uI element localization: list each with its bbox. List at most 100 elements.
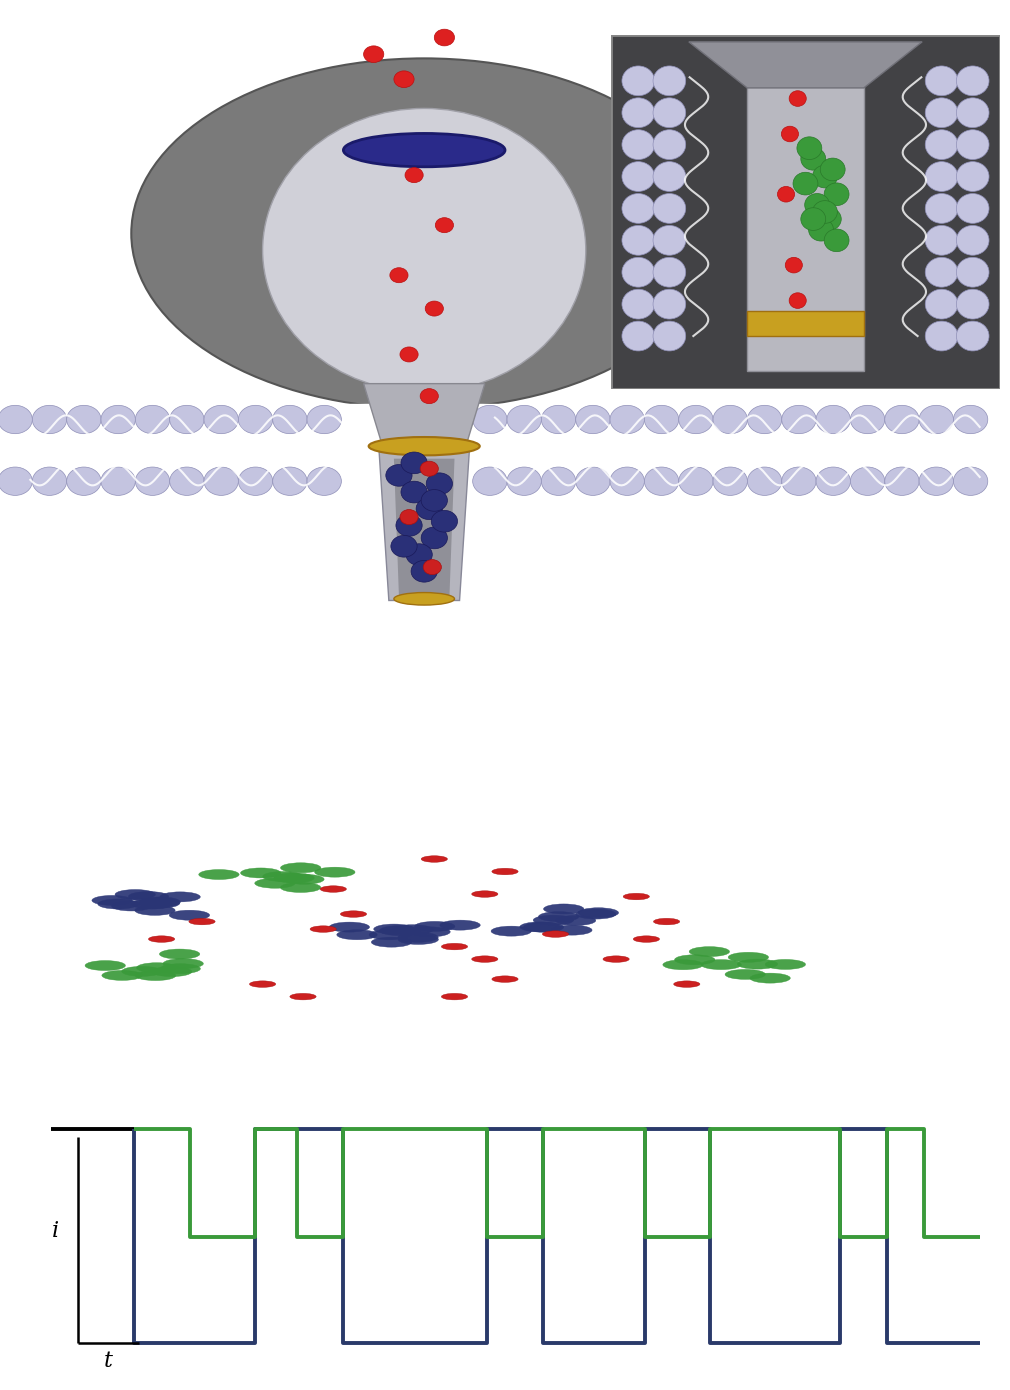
Circle shape [925,65,957,96]
Circle shape [679,467,713,495]
Circle shape [793,172,818,195]
Circle shape [170,406,204,434]
Circle shape [644,406,679,434]
Circle shape [140,897,181,906]
Circle shape [925,321,957,350]
Circle shape [541,406,576,434]
Circle shape [956,289,989,320]
Circle shape [956,257,989,288]
Circle shape [782,126,799,142]
Circle shape [824,229,849,252]
Circle shape [610,406,644,434]
Circle shape [885,467,919,495]
Circle shape [369,930,409,940]
Polygon shape [364,384,485,450]
Circle shape [542,931,569,937]
Circle shape [398,934,438,944]
Circle shape [653,919,680,924]
Ellipse shape [343,133,505,167]
Circle shape [441,944,468,949]
Circle shape [32,467,67,495]
Circle shape [925,193,957,224]
Circle shape [92,895,132,905]
Circle shape [610,467,644,495]
Circle shape [816,467,850,495]
Polygon shape [689,42,922,88]
Circle shape [426,473,452,495]
Circle shape [805,193,829,217]
Circle shape [374,924,414,934]
Circle shape [801,147,826,170]
Circle shape [400,510,418,524]
Circle shape [674,981,700,987]
Circle shape [925,289,957,320]
Circle shape [541,467,576,495]
Circle shape [0,406,32,434]
Circle shape [170,910,210,920]
Circle shape [307,406,341,434]
Circle shape [747,406,782,434]
Circle shape [170,467,204,495]
Circle shape [411,560,437,582]
Circle shape [491,926,531,935]
Circle shape [128,891,169,902]
Circle shape [820,158,845,181]
Ellipse shape [131,58,717,409]
Circle shape [737,959,778,969]
Circle shape [653,193,686,224]
Circle shape [956,225,989,256]
Circle shape [713,467,747,495]
Circle shape [396,514,422,537]
Circle shape [556,916,596,926]
Circle shape [160,949,200,959]
Circle shape [644,467,679,495]
Circle shape [473,467,507,495]
Circle shape [713,406,747,434]
Circle shape [747,467,782,495]
Circle shape [925,97,957,128]
Circle shape [273,467,307,495]
Circle shape [204,406,238,434]
Circle shape [725,969,766,980]
Circle shape [603,956,629,962]
Circle shape [653,65,686,96]
Circle shape [520,922,561,931]
Circle shape [102,970,142,980]
Circle shape [406,543,432,566]
Circle shape [421,856,447,862]
Circle shape [782,406,816,434]
Circle shape [809,218,833,240]
Circle shape [622,225,654,256]
Circle shape [885,406,919,434]
Circle shape [238,467,273,495]
Circle shape [189,919,215,924]
Circle shape [163,959,203,969]
Polygon shape [379,446,470,600]
Circle shape [653,321,686,350]
Circle shape [281,883,321,892]
Text: t: t [104,1350,112,1372]
Circle shape [0,467,32,495]
Circle shape [473,406,507,434]
Circle shape [101,467,135,495]
Circle shape [423,560,441,574]
Circle shape [85,960,125,970]
Circle shape [435,218,453,232]
FancyBboxPatch shape [611,35,1000,389]
Circle shape [785,257,802,272]
Circle shape [135,467,170,495]
Circle shape [394,71,414,88]
Circle shape [523,922,564,933]
Circle shape [115,890,156,899]
Circle shape [281,863,321,873]
Circle shape [98,899,138,909]
Circle shape [653,161,686,192]
Circle shape [507,467,541,495]
Circle shape [372,937,412,947]
Circle shape [824,183,849,206]
Circle shape [364,46,384,63]
Circle shape [420,389,438,403]
Circle shape [623,894,649,899]
Circle shape [578,908,618,917]
Circle shape [919,406,953,434]
